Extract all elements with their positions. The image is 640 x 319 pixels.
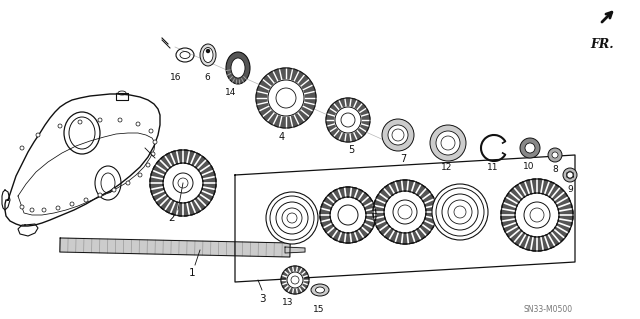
Text: 8: 8 — [552, 165, 558, 174]
Circle shape — [20, 205, 24, 209]
Circle shape — [70, 202, 74, 206]
Circle shape — [112, 188, 116, 192]
Text: 10: 10 — [524, 162, 535, 171]
Circle shape — [36, 133, 40, 137]
Circle shape — [207, 49, 209, 53]
Circle shape — [268, 80, 304, 116]
Circle shape — [98, 118, 102, 122]
Circle shape — [98, 193, 102, 197]
Circle shape — [436, 131, 460, 155]
Ellipse shape — [231, 58, 245, 78]
Circle shape — [430, 125, 466, 161]
Text: 11: 11 — [487, 163, 499, 172]
Circle shape — [326, 98, 370, 142]
Polygon shape — [116, 93, 128, 100]
Circle shape — [146, 163, 150, 167]
Ellipse shape — [203, 48, 213, 63]
Circle shape — [58, 124, 62, 128]
Text: 1: 1 — [189, 268, 195, 278]
Polygon shape — [60, 238, 290, 257]
Circle shape — [341, 113, 355, 127]
Circle shape — [563, 168, 577, 182]
Circle shape — [20, 146, 24, 150]
Text: SN33-M0500: SN33-M0500 — [524, 305, 573, 314]
Polygon shape — [2, 190, 10, 210]
Circle shape — [118, 118, 122, 122]
Circle shape — [520, 138, 540, 158]
Circle shape — [173, 173, 193, 193]
Text: 12: 12 — [442, 163, 452, 172]
Ellipse shape — [311, 284, 329, 296]
Text: 15: 15 — [313, 305, 324, 314]
Circle shape — [335, 107, 361, 133]
Circle shape — [266, 192, 318, 244]
Circle shape — [388, 125, 408, 145]
Circle shape — [256, 68, 316, 128]
Circle shape — [552, 152, 558, 158]
Text: 16: 16 — [170, 73, 182, 82]
Circle shape — [151, 152, 155, 156]
Circle shape — [548, 148, 562, 162]
Circle shape — [56, 206, 60, 210]
Circle shape — [432, 184, 488, 240]
Circle shape — [42, 208, 46, 212]
Polygon shape — [18, 224, 38, 236]
Circle shape — [291, 276, 299, 284]
Circle shape — [149, 129, 153, 133]
Text: 6: 6 — [204, 73, 210, 82]
Text: 3: 3 — [259, 294, 266, 304]
Text: 9: 9 — [567, 185, 573, 194]
Polygon shape — [5, 94, 160, 226]
Ellipse shape — [316, 287, 324, 293]
Circle shape — [126, 181, 130, 185]
Circle shape — [382, 119, 414, 151]
Text: 13: 13 — [282, 298, 294, 307]
Ellipse shape — [226, 52, 250, 84]
Circle shape — [30, 208, 34, 212]
Circle shape — [287, 272, 303, 288]
Circle shape — [281, 266, 309, 294]
Text: 7: 7 — [400, 154, 406, 164]
Circle shape — [78, 120, 82, 124]
Circle shape — [338, 205, 358, 225]
Circle shape — [153, 140, 157, 144]
Circle shape — [524, 202, 550, 228]
Circle shape — [138, 173, 142, 177]
Text: 14: 14 — [225, 88, 237, 97]
Circle shape — [393, 200, 417, 224]
Polygon shape — [285, 247, 305, 253]
Circle shape — [84, 198, 88, 202]
Circle shape — [276, 88, 296, 108]
Text: FR.: FR. — [590, 38, 614, 51]
Text: 2: 2 — [169, 213, 175, 223]
Circle shape — [567, 172, 573, 178]
Ellipse shape — [200, 44, 216, 66]
Text: 5: 5 — [348, 145, 354, 155]
Text: 4: 4 — [279, 132, 285, 142]
Circle shape — [525, 143, 535, 153]
Circle shape — [136, 122, 140, 126]
